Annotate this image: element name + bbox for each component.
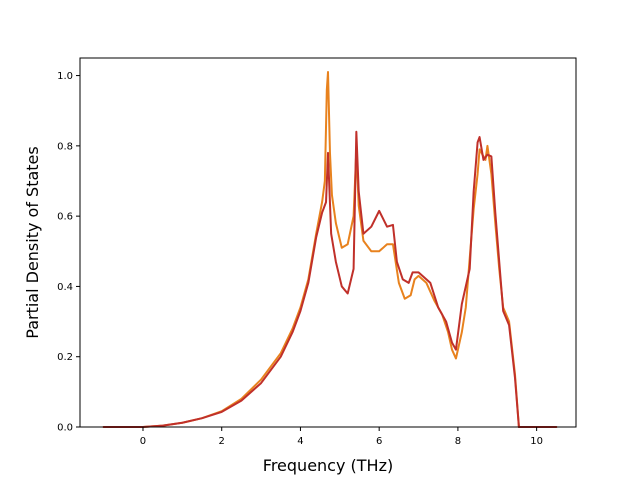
x-tick-label: 8 (455, 436, 461, 447)
x-axis-ticks: 0 2 4 6 8 10 (140, 427, 543, 447)
y-tick-label: 0.2 (57, 352, 73, 363)
y-tick-label: 0.4 (57, 282, 73, 293)
pdos-line-2 (102, 130, 558, 428)
plot-area (102, 71, 558, 428)
x-tick-label: 6 (376, 436, 382, 447)
x-tick-label: 2 (219, 436, 225, 447)
pdos-line-1 (102, 71, 558, 428)
y-axis-ticks: 0.0 0.2 0.4 0.6 0.8 1.0 (57, 71, 80, 434)
y-tick-label: 0.8 (57, 141, 73, 152)
x-tick-label: 10 (530, 436, 543, 447)
x-tick-label: 4 (297, 436, 303, 447)
plot-frame (79, 57, 577, 428)
y-tick-label: 0.0 (57, 423, 73, 434)
y-axis-label: Partial Density of States (23, 146, 42, 338)
y-tick-label: 0.6 (57, 212, 73, 223)
x-tick-label: 0 (140, 436, 146, 447)
y-tick-label: 1.0 (57, 71, 73, 82)
x-axis-label: Frequency (THz) (263, 456, 393, 475)
